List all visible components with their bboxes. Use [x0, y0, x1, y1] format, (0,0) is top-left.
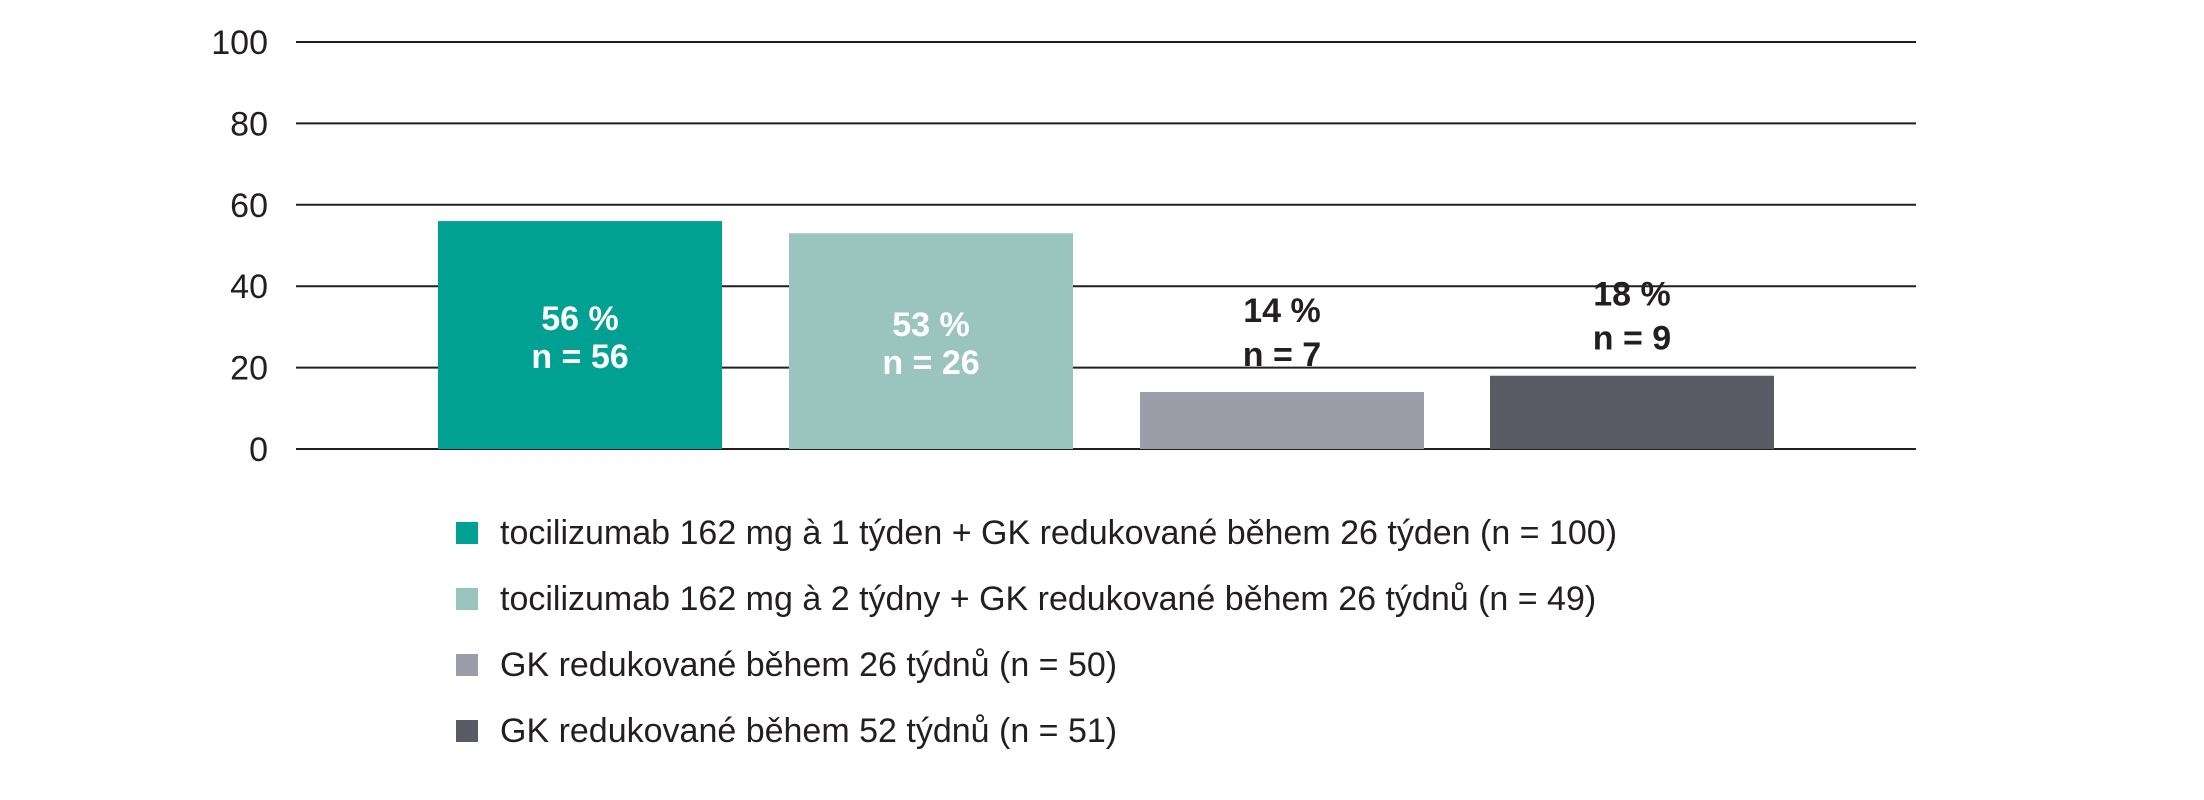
data-labels: 56 %n = 56 53 %n = 26 14 % n = 7 18 % n = 9	[531, 276, 1671, 382]
bars	[438, 221, 1774, 449]
legend-label: GK redukované během 52 týdnů (n = 51)	[500, 711, 1118, 750]
data-label-count: n = 26	[882, 344, 979, 382]
y-tick-label: 20	[230, 350, 268, 388]
y-tick-label: 0	[249, 431, 268, 469]
data-label-count: n = 7	[1243, 336, 1321, 374]
legend-item: tocilizumab 162 mg à 1 týden + GK reduko…	[456, 500, 1956, 566]
bar	[1490, 375, 1774, 449]
legend-swatch	[456, 588, 478, 610]
y-tick-label: 60	[230, 187, 268, 225]
bar	[438, 221, 722, 449]
y-tick-label: 100	[211, 24, 268, 62]
bar	[789, 233, 1073, 449]
y-tick-label: 40	[230, 268, 268, 306]
legend-item: GK redukované během 52 týdnů (n = 51)	[456, 698, 1956, 764]
bar	[1140, 392, 1424, 449]
legend-swatch	[456, 654, 478, 676]
data-label-count: n = 56	[531, 338, 628, 376]
legend: tocilizumab 162 mg à 1 týden + GK reduko…	[456, 500, 1956, 764]
data-label-percent: 14 %	[1243, 292, 1321, 330]
y-tick-label: 80	[230, 105, 268, 143]
data-label-percent: 53 %	[892, 306, 970, 344]
legend-label: GK redukované během 26 týdnů (n = 50)	[500, 645, 1118, 684]
legend-swatch	[456, 720, 478, 742]
y-axis-ticks: 0 20 40 60 80 100	[211, 24, 268, 469]
data-label-percent: 18 %	[1593, 276, 1671, 314]
legend-swatch	[456, 522, 478, 544]
legend-item: GK redukované během 26 týdnů (n = 50)	[456, 632, 1956, 698]
data-label-percent: 56 %	[541, 300, 619, 338]
legend-label: tocilizumab 162 mg à 1 týden + GK reduko…	[500, 513, 1618, 552]
data-label-count: n = 9	[1593, 320, 1671, 358]
legend-label: tocilizumab 162 mg à 2 týdny + GK reduko…	[500, 579, 1597, 618]
legend-item: tocilizumab 162 mg à 2 týdny + GK reduko…	[456, 566, 1956, 632]
